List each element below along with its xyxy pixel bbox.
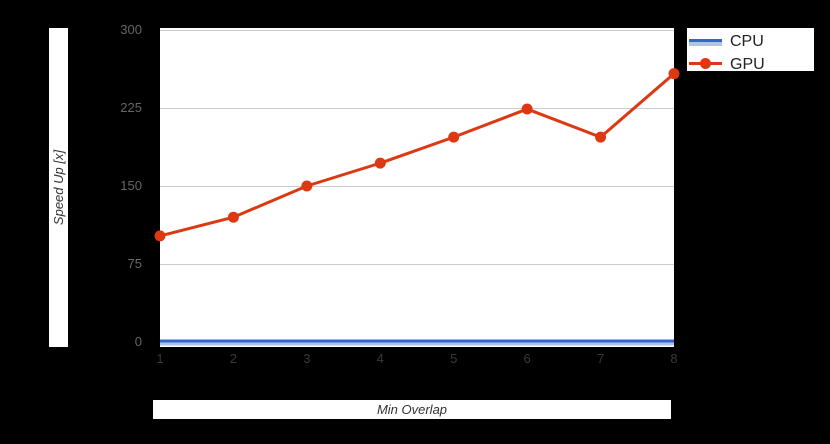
x-tick-label: 6: [523, 351, 531, 366]
gridline: [160, 185, 674, 187]
x-tick-label: 5: [450, 351, 458, 366]
cpu-line-swatch-icon: [689, 36, 722, 48]
legend: CPU GPU: [687, 28, 814, 74]
gridline: [160, 107, 674, 109]
y-tick-label: 75: [127, 256, 142, 271]
y-tick-label: 225: [120, 100, 142, 115]
series-plot: [154, 68, 680, 346]
y-tick-label: 0: [134, 334, 142, 349]
legend-item-cpu: CPU: [689, 32, 814, 51]
x-tick-label: 1: [156, 351, 164, 366]
legend-item-gpu: GPU: [689, 55, 814, 74]
plot-area: [154, 28, 680, 347]
x-tick-label: 3: [303, 351, 311, 366]
gridline: [160, 263, 674, 265]
x-tick-label: 4: [376, 351, 384, 366]
x-tick-label: 8: [670, 351, 678, 366]
y-tick-label: 150: [120, 178, 142, 193]
x-axis-title: Min Overlap: [376, 402, 448, 417]
y-tick-label: 300: [120, 22, 142, 37]
gpu-line-marker-swatch-icon: [689, 57, 722, 71]
legend-label-cpu: CPU: [730, 32, 764, 50]
y-axis-title-strip: Speed Up [x]: [49, 28, 68, 347]
x-axis-title-strip: Min Overlap: [153, 400, 671, 419]
y-axis-title: Speed Up [x]: [51, 149, 66, 226]
x-tick-label: 7: [596, 351, 605, 366]
x-tick-label: 2: [229, 351, 238, 366]
legend-label-gpu: GPU: [730, 55, 765, 73]
gridline: [160, 29, 674, 31]
